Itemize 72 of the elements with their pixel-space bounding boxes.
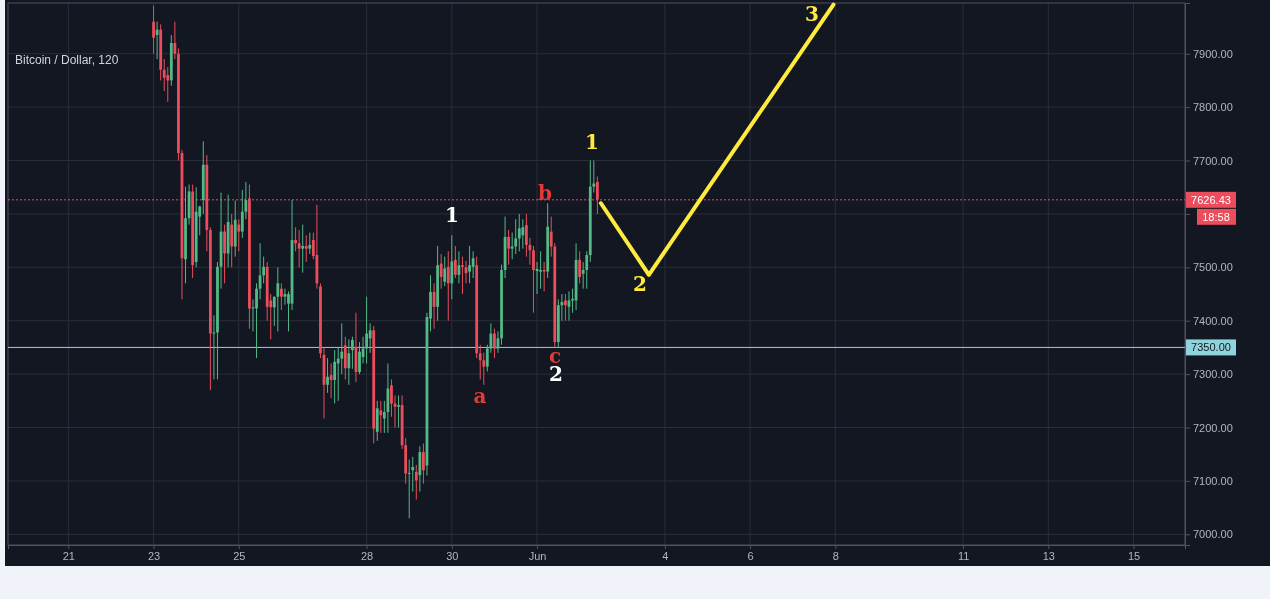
candlestick — [333, 349, 337, 404]
candlestick — [443, 256, 447, 287]
x-tick-label: 6 — [747, 549, 754, 562]
candlestick — [493, 328, 496, 359]
annotation: 2 — [633, 271, 647, 296]
y-tick-label: 7000.00 — [1193, 528, 1233, 541]
annotation: 1 — [585, 129, 599, 154]
candlestick — [514, 218, 518, 255]
candlestick — [368, 322, 372, 354]
candlestick — [358, 341, 361, 375]
x-tick-label: 23 — [147, 549, 161, 562]
candlestick — [578, 250, 582, 284]
text: 18:58 — [1202, 210, 1230, 223]
x-tick-label: 21 — [62, 549, 75, 562]
candlestick — [365, 296, 368, 364]
x-tick-label: 15 — [1127, 549, 1141, 562]
candlestick — [347, 338, 351, 386]
y-tick-label: 7500.00 — [1193, 261, 1233, 274]
y-tick-label: 7200.00 — [1193, 421, 1233, 434]
candlestick — [223, 224, 226, 284]
x-tick-label: Jun — [528, 549, 547, 562]
candlestick — [407, 459, 411, 519]
y-tick-label: 7100.00 — [1193, 474, 1233, 487]
annotation: b — [538, 180, 553, 205]
y-tick-label: 7400.00 — [1193, 314, 1233, 327]
candlestick — [375, 400, 379, 442]
ref-line-label: 7626.43 — [1191, 193, 1231, 206]
candlestick — [446, 250, 450, 322]
y-tick-label: 7900.00 — [1193, 47, 1233, 60]
candlestick — [542, 261, 546, 292]
x-tick-label: 11 — [957, 549, 970, 562]
x-tick-label: 13 — [1042, 549, 1055, 562]
candlestick — [155, 21, 159, 60]
y-tick-label: 7700.00 — [1193, 154, 1233, 167]
candlestick — [507, 229, 511, 266]
candlestick — [564, 293, 567, 322]
candlestick — [326, 357, 329, 394]
candlestick — [297, 229, 301, 268]
x-tick-label: 30 — [446, 549, 459, 562]
candlestick — [461, 256, 464, 295]
annotation: 1 — [445, 202, 459, 227]
candlestick — [471, 250, 475, 279]
x-tick-label: 4 — [662, 549, 669, 562]
x-tick-label: 28 — [360, 549, 374, 562]
candlestick — [453, 245, 457, 279]
candlestick — [301, 224, 305, 274]
candlestick — [468, 245, 471, 284]
candlestick — [279, 282, 283, 311]
annotation: a — [473, 383, 487, 408]
candlestick — [439, 253, 443, 290]
candlestick — [517, 213, 521, 252]
text: Bitcoin / Dollar, 120 — [15, 53, 119, 67]
candlestick — [521, 218, 525, 250]
annotation: 3 — [805, 1, 819, 26]
candlestick — [422, 443, 425, 485]
candlestick — [276, 266, 280, 332]
y-tick-label: 7800.00 — [1193, 101, 1233, 114]
candlestick — [397, 394, 400, 429]
candlestick — [343, 336, 347, 380]
y-tick-label: 7300.00 — [1193, 368, 1233, 381]
candlestick — [539, 250, 542, 290]
candlestick — [230, 213, 234, 268]
ref-line-label: 7350.00 — [1191, 341, 1231, 354]
candlestick — [237, 218, 241, 252]
candlestick — [585, 250, 589, 290]
candlestick — [414, 464, 418, 501]
candlestick — [308, 232, 312, 255]
candlestick — [152, 5, 155, 55]
x-tick-label: 25 — [233, 549, 246, 562]
x-tick-label: 8 — [832, 549, 839, 562]
candlestick — [379, 400, 383, 434]
candlestick — [304, 234, 308, 263]
